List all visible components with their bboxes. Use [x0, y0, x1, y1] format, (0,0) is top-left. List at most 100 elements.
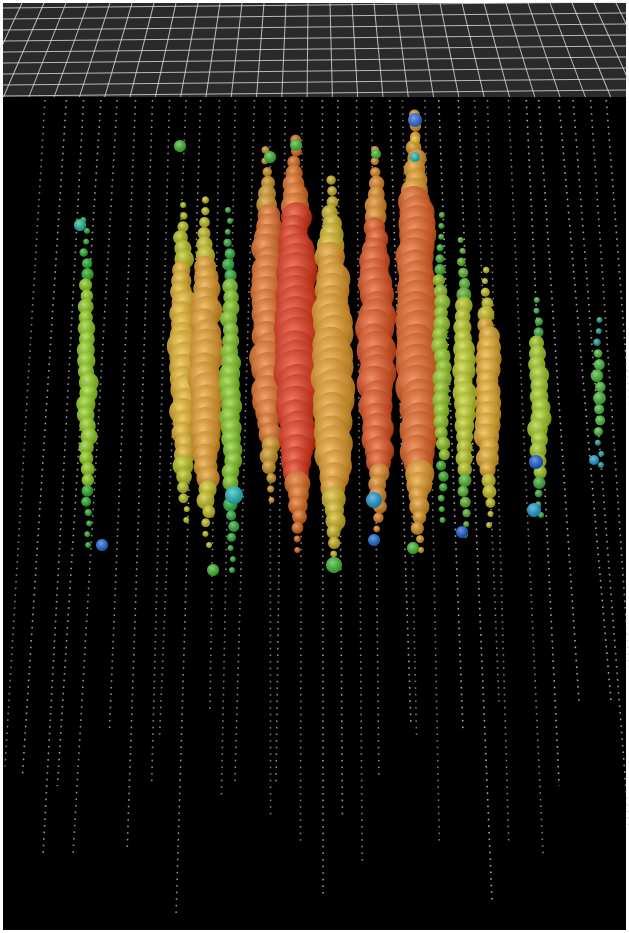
grid-line	[571, 2, 612, 98]
hit-shade	[595, 415, 606, 426]
grid-line	[53, 2, 89, 98]
hit-shade	[79, 248, 88, 257]
hit-shade	[294, 546, 301, 554]
hit-shade	[206, 542, 213, 548]
hit-shade	[227, 545, 234, 552]
hit-shade	[79, 278, 92, 292]
grid-line	[2, 56, 627, 64]
hit-shade	[594, 404, 605, 415]
hit-shade	[533, 307, 540, 314]
grid-line	[2, 78, 627, 86]
hit-shade	[224, 269, 237, 282]
hit-shade	[225, 486, 243, 504]
hit-shade	[408, 113, 422, 127]
hit-shade	[178, 493, 189, 504]
hit-shade	[438, 471, 449, 482]
hit-shade	[229, 556, 236, 563]
hit-shade	[533, 476, 546, 489]
hit-shade	[593, 359, 605, 371]
hit-shade	[262, 167, 272, 177]
hit-shade	[293, 535, 301, 543]
hit-shade	[458, 473, 472, 487]
hit-shade	[458, 267, 469, 278]
grid-line	[78, 2, 111, 98]
hit-shade	[80, 462, 95, 477]
hit-shade	[437, 494, 445, 502]
hit-shade	[81, 268, 94, 281]
grid-line	[205, 2, 221, 98]
hit-shade	[435, 436, 451, 451]
string	[537, 99, 580, 701]
hit-shade	[412, 510, 427, 525]
string	[507, 99, 545, 859]
grid-line	[154, 2, 177, 98]
hit-shade	[79, 451, 94, 466]
hit-shade	[326, 557, 342, 573]
grid-line	[373, 2, 384, 98]
hit-shade	[373, 512, 384, 523]
hit-shade	[417, 546, 425, 554]
hit-shade	[409, 496, 430, 517]
hit-shade	[85, 542, 92, 548]
hit-shade	[487, 510, 494, 517]
string	[424, 99, 441, 846]
string	[220, 99, 237, 797]
hit-shade	[226, 510, 237, 521]
hit-shade	[595, 328, 602, 335]
hit-shade	[180, 201, 187, 209]
hit-shade	[224, 248, 236, 259]
hit-shade	[261, 460, 276, 475]
hit-shade	[224, 207, 231, 213]
hit-shade	[84, 531, 91, 538]
hit-shade	[327, 186, 337, 196]
grid-line	[281, 2, 287, 98]
hit-shade	[174, 140, 186, 152]
hit-shade	[597, 462, 604, 468]
grid-line	[329, 2, 333, 98]
hit-shade	[410, 135, 420, 145]
hit-shade	[593, 338, 601, 347]
hit-shade	[432, 274, 445, 287]
hit-shade	[183, 506, 190, 513]
hit-shade	[455, 449, 473, 468]
hit-shade	[436, 460, 447, 471]
hit-shade	[202, 530, 209, 537]
grid-line	[593, 2, 629, 83]
hit-shade	[438, 449, 450, 461]
hit-shade	[434, 264, 446, 275]
grid-line	[2, 89, 627, 97]
hit-shade	[290, 139, 302, 151]
hit-shade	[434, 294, 451, 311]
surface-grid-bg	[3, 3, 626, 97]
hit-shade	[407, 542, 419, 554]
hit-shade	[207, 564, 219, 576]
hit-shade	[589, 455, 599, 465]
hit-shade	[84, 508, 92, 517]
hit-shade	[486, 522, 493, 528]
hit-shade	[533, 327, 544, 338]
hit-shade	[199, 216, 210, 228]
string	[175, 99, 202, 916]
hit-shade	[462, 509, 471, 518]
hit-shade	[370, 167, 381, 178]
grid-line	[306, 2, 309, 98]
hit-shade	[292, 509, 307, 525]
hit-shade	[222, 258, 235, 271]
hit-shade	[457, 237, 464, 243]
hit-shade	[328, 536, 341, 550]
hit-shade	[439, 517, 446, 523]
hit-shade	[81, 258, 93, 269]
hit-shade	[201, 196, 210, 204]
grid-line	[2, 45, 627, 53]
grid-line	[28, 2, 67, 98]
hit-shade	[226, 532, 236, 542]
hit-shade	[438, 506, 445, 513]
hit-shade	[202, 505, 216, 518]
hit-shade	[83, 227, 90, 234]
background	[3, 3, 626, 930]
hit-shade	[433, 403, 450, 420]
hit-shade	[371, 149, 381, 159]
string	[21, 99, 68, 776]
hit-shade	[482, 266, 490, 274]
grid-line	[230, 2, 243, 98]
